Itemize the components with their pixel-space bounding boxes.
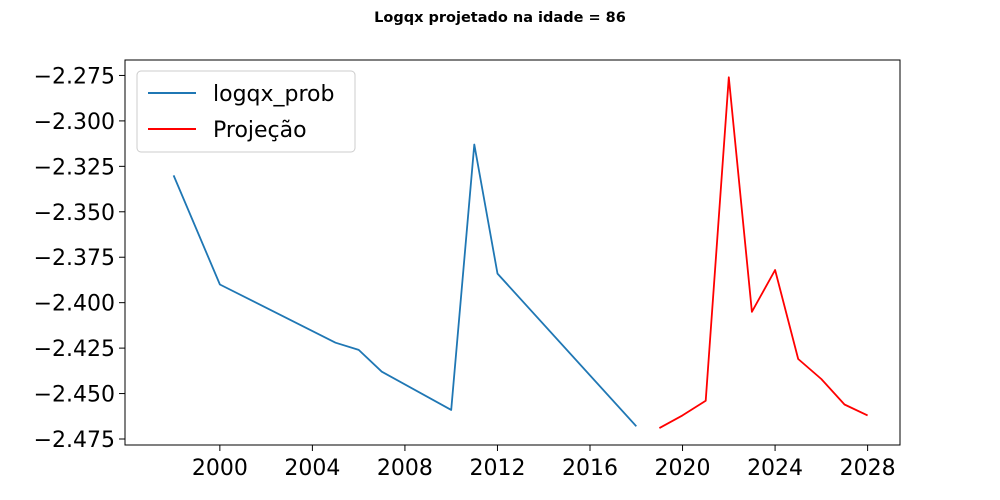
y-tick-label: −2.450: [34, 383, 115, 408]
y-tick-label: −2.300: [34, 110, 115, 135]
x-tick-label: 2008: [377, 456, 433, 481]
x-tick-label: 2016: [562, 456, 618, 481]
y-tick-label: −2.275: [34, 64, 115, 89]
y-tick-label: −2.350: [34, 201, 115, 226]
y-tick-label: −2.325: [34, 155, 115, 180]
legend-label-projecao: Projeção: [213, 118, 307, 143]
y-tick-label: −2.425: [34, 337, 115, 362]
series-layer: [172, 76, 868, 429]
y-axis: −2.275 −2.300 −2.325 −2.350 −2.375 −2.400 −2.4…: [34, 64, 125, 453]
x-tick-label: 2004: [284, 456, 340, 481]
legend-label-logqx-prob: logqx_prob: [213, 82, 334, 107]
legend: logqx_prob Projeção: [136, 70, 356, 153]
series-line-projecao: [658, 76, 868, 429]
plot-frame: [124, 59, 901, 446]
x-axis: 2000 2004 2008 2012 2016 2020 2024 2028: [192, 445, 896, 481]
x-tick-label: 2012: [469, 456, 525, 481]
x-tick-label: 2024: [747, 456, 803, 481]
x-tick-label: 2028: [840, 456, 896, 481]
series-line-logqx-prob: [172, 143, 637, 427]
y-tick-label: −2.475: [34, 428, 115, 453]
x-tick-label: 2020: [655, 456, 711, 481]
y-tick-label: −2.400: [34, 292, 115, 317]
legend-box: [136, 70, 356, 153]
x-tick-label: 2000: [192, 456, 248, 481]
y-tick-label: −2.375: [34, 246, 115, 271]
chart-title: Logqx projetado na idade = 86: [374, 10, 626, 26]
plot-area: [124, 59, 901, 446]
